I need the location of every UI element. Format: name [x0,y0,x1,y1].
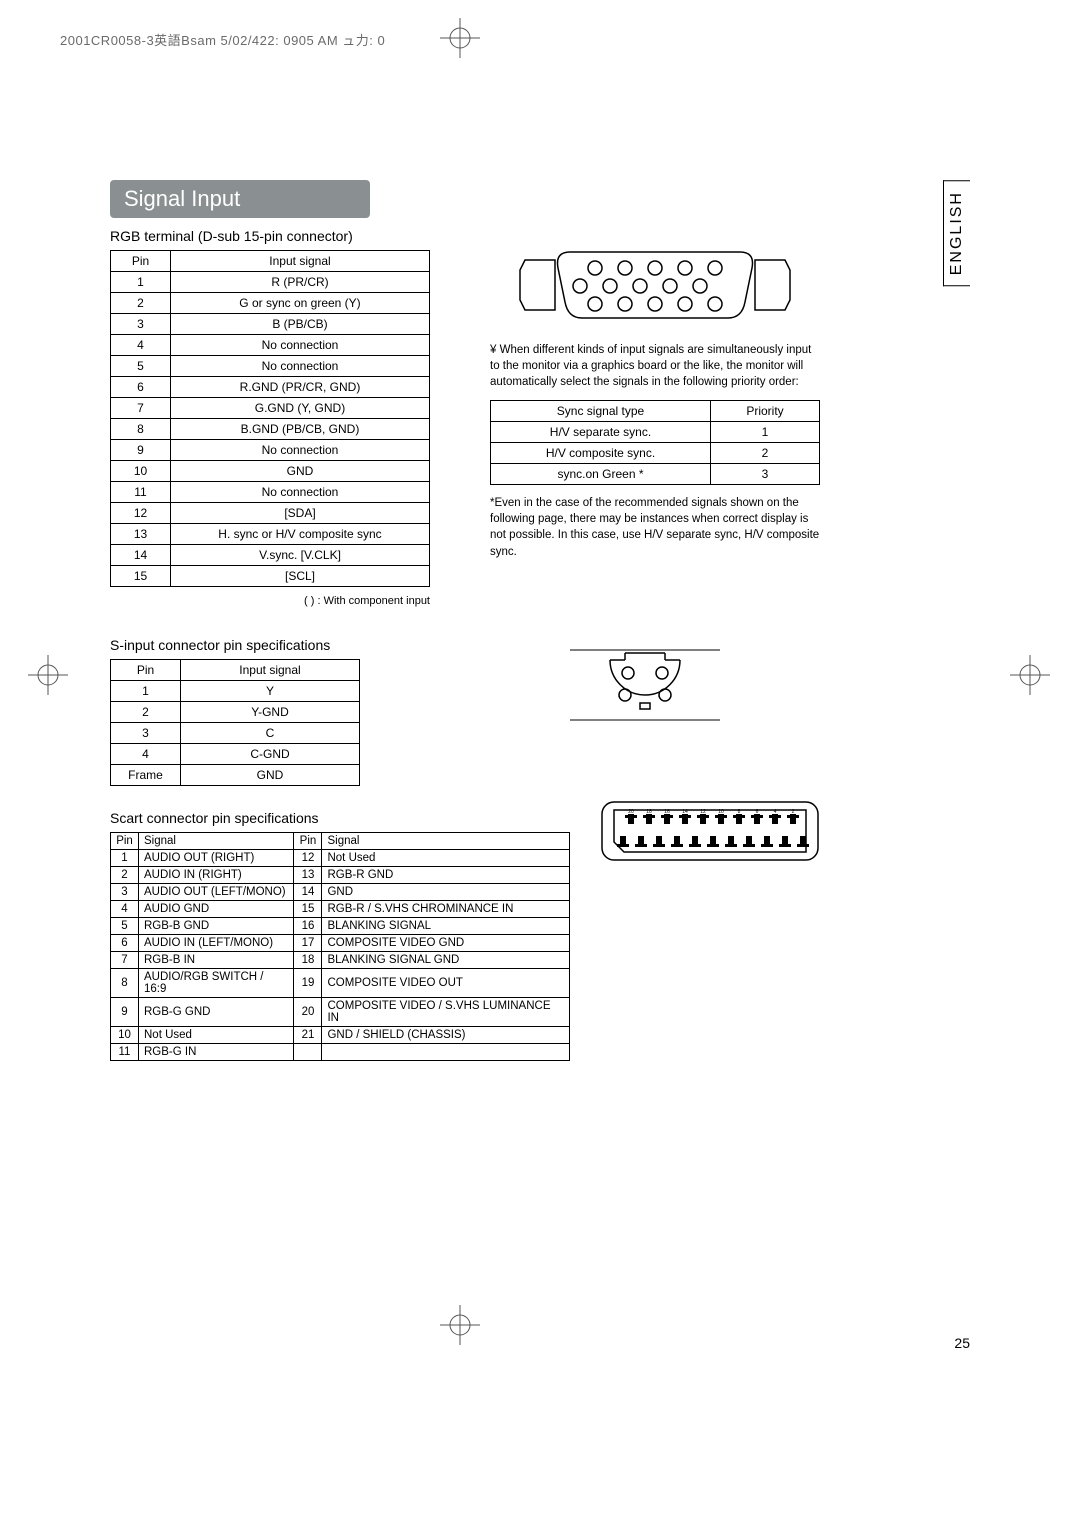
table-row: 8AUDIO/RGB SWITCH / 16:919COMPOSITE VIDE… [111,969,570,998]
sinput-subtitle: S-input connector pin specifications [110,637,970,653]
svg-text:12: 12 [700,809,706,815]
table-row: 9No connection [111,440,430,461]
table-row: 11RGB-G IN [111,1044,570,1061]
svg-text:18: 18 [646,809,652,815]
rgb-note: ( ) : With component input [110,595,430,607]
sinput-table: PinInput signal 1Y2Y-GND3C4C-GNDFrameGND [110,659,360,786]
rgb-th-signal: Input signal [171,251,430,272]
table-row: 8B.GND (PB/CB, GND) [111,419,430,440]
table-row: 13H. sync or H/V composite sync [111,524,430,545]
table-row: 4AUDIO GND15RGB-R / S.VHS CHROMINANCE IN [111,901,570,918]
scart-th-sig1: Signal [139,833,294,850]
scart-connector-icon: 20 18 16 14 12 10 8 6 4 2 [600,800,820,862]
scart-th-pin1: Pin [111,833,139,850]
dsub-connector-icon [510,240,800,330]
table-row: 2Y-GND [111,702,360,723]
table-row: 5No connection [111,356,430,377]
svg-text:10: 10 [718,809,724,815]
svg-text:2: 2 [792,809,795,815]
scart-subtitle: Scart connector pin specifications [110,810,970,826]
table-row: H/V separate sync.1 [491,422,820,443]
table-row: 6AUDIO IN (LEFT/MONO)17COMPOSITE VIDEO G… [111,935,570,952]
crop-mark-top [440,18,480,58]
scart-th-pin2: Pin [294,833,322,850]
table-row: 14V.sync. [V.CLK] [111,545,430,566]
sync-footnote: *Even in the case of the recommended sig… [490,495,820,559]
table-row: 5RGB-B GND16BLANKING SIGNAL [111,918,570,935]
table-row: 1Y [111,681,360,702]
table-row: 10Not Used21GND / SHIELD (CHASSIS) [111,1027,570,1044]
table-row: 4C-GND [111,744,360,765]
table-row: 7G.GND (Y, GND) [111,398,430,419]
svideo-connector-icon [570,635,720,735]
page-title: Signal Input [110,180,370,218]
table-row: 11No connection [111,482,430,503]
s-th-signal: Input signal [181,660,360,681]
table-row: sync.on Green *3 [491,464,820,485]
table-row: H/V composite sync.2 [491,443,820,464]
svg-text:16: 16 [664,809,670,815]
svg-text:14: 14 [682,809,688,815]
table-row: 9RGB-G GND20COMPOSITE VIDEO / S.VHS LUMI… [111,998,570,1027]
table-row: 1R (PR/CR) [111,272,430,293]
table-row: 12[SDA] [111,503,430,524]
rgb-th-pin: Pin [111,251,171,272]
sync-th-priority: Priority [711,401,820,422]
crop-mark-right [1010,655,1050,695]
table-row: 1AUDIO OUT (RIGHT)12Not Used [111,850,570,867]
s-th-pin: Pin [111,660,181,681]
table-row: 3AUDIO OUT (LEFT/MONO)14GND [111,884,570,901]
language-tab: ENGLISH [943,180,970,286]
table-row: 4No connection [111,335,430,356]
table-row: 15[SCL] [111,566,430,587]
sync-table: Sync signal typePriority H/V separate sy… [490,400,820,485]
table-row: 10GND [111,461,430,482]
table-row: 2G or sync on green (Y) [111,293,430,314]
table-row: 3B (PB/CB) [111,314,430,335]
table-row: 3C [111,723,360,744]
crop-mark-left [28,655,68,695]
svg-text:4: 4 [774,809,777,815]
table-row: FrameGND [111,765,360,786]
sync-th-type: Sync signal type [491,401,711,422]
print-header: 2001CR0058-3英語Bsam 5/02/422: 0905 AM ュ力:… [60,30,385,49]
svg-text:6: 6 [756,809,759,815]
table-row: 7RGB-B IN18BLANKING SIGNAL GND [111,952,570,969]
priority-note: ¥ When different kinds of input signals … [490,342,820,390]
crop-mark-bottom [440,1305,480,1345]
table-row: 2AUDIO IN (RIGHT)13RGB-R GND [111,867,570,884]
rgb-table: PinInput signal 1R (PR/CR)2G or sync on … [110,250,430,587]
svg-text:8: 8 [738,809,741,815]
scart-th-sig2: Signal [322,833,570,850]
scart-table: Pin Signal Pin Signal 1AUDIO OUT (RIGHT)… [110,832,570,1061]
table-row: 6R.GND (PR/CR, GND) [111,377,430,398]
svg-text:20: 20 [628,809,634,815]
page-number: 25 [954,1335,970,1351]
